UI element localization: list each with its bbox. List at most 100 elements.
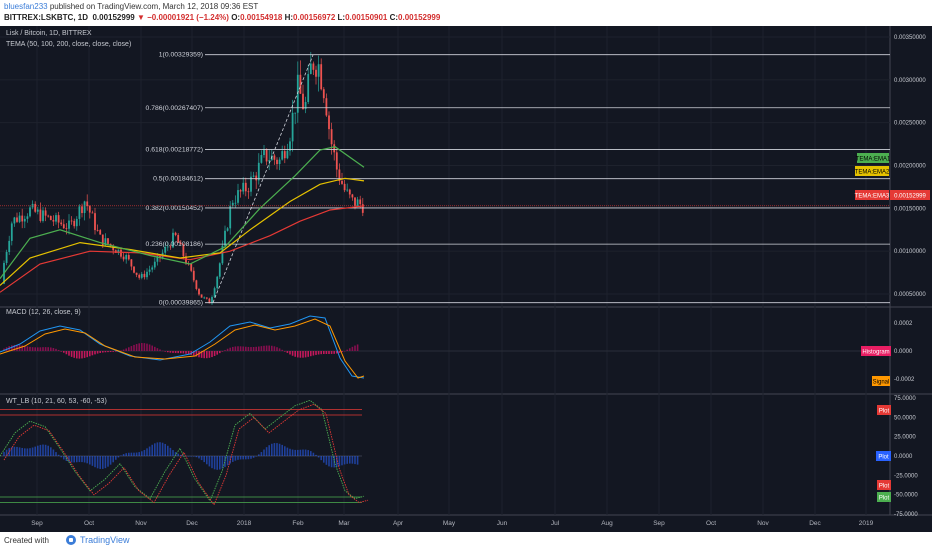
tema-indicator-title[interactable]: TEMA (50, 100, 200, close, close, close) bbox=[6, 41, 132, 48]
time-axis-label: Oct bbox=[706, 520, 716, 527]
wt-pane-title[interactable]: WT_LB (10, 21, 60, 53, -60, -53) bbox=[6, 398, 107, 405]
wt-wave1-line bbox=[0, 399, 365, 502]
author-link[interactable]: bluesfan233 bbox=[4, 2, 48, 11]
candle-body bbox=[333, 144, 336, 153]
time-axis-label: Apr bbox=[393, 520, 404, 527]
candle-body bbox=[304, 102, 307, 110]
fib-level-label: 0.236(0.00108186) bbox=[146, 241, 203, 248]
wt-histogram-bar bbox=[237, 456, 239, 460]
macd-histogram-bar bbox=[94, 351, 96, 355]
candle-body bbox=[335, 152, 338, 170]
macd-histogram-bar bbox=[37, 347, 39, 351]
candle-body bbox=[341, 180, 343, 184]
wt-histogram-bar bbox=[146, 448, 148, 456]
macd-histogram-bar bbox=[42, 347, 44, 351]
macd-histogram-bar bbox=[112, 351, 114, 352]
candle-body bbox=[36, 209, 39, 212]
candle-body bbox=[169, 246, 172, 248]
candle-body bbox=[255, 175, 258, 181]
time-axis-label: Aug bbox=[601, 520, 613, 527]
candle-body bbox=[268, 160, 271, 162]
macd-histogram-bar bbox=[57, 349, 60, 351]
candle-body bbox=[21, 215, 24, 222]
macd-histogram-bar bbox=[70, 351, 73, 357]
time-axis-label: 2019 bbox=[859, 520, 874, 527]
price-tick-label: 0.00250000 bbox=[894, 121, 926, 127]
wt-scale-label: -50.0000 bbox=[894, 493, 918, 499]
macd-histogram-bar bbox=[289, 351, 291, 355]
wt-histogram-bar bbox=[247, 456, 250, 460]
candle-body bbox=[359, 199, 362, 205]
candle-body bbox=[351, 194, 354, 198]
macd-histogram-bar bbox=[354, 345, 356, 351]
macd-histogram-bar bbox=[346, 349, 348, 351]
chart-area[interactable]: 0.00350000 0.00300000 0.00250000 0.00200000… bbox=[0, 26, 932, 532]
macd-histogram-bar bbox=[333, 351, 335, 354]
macd-histogram-bar bbox=[265, 345, 268, 351]
wt-scale-label: 75.0000 bbox=[894, 396, 916, 402]
close-value: 0.00152999 bbox=[398, 13, 441, 22]
wt-histogram-bar bbox=[195, 456, 198, 458]
wt-histogram-bar bbox=[354, 456, 356, 465]
candle-body bbox=[218, 263, 221, 277]
macd-histogram-bar bbox=[34, 347, 36, 351]
wt-histogram-bar bbox=[39, 444, 42, 456]
wt-histogram-bar bbox=[203, 456, 205, 463]
macd-scale-label: 0.0002 bbox=[894, 321, 913, 327]
last-price: 0.00152999 bbox=[92, 13, 135, 22]
fib-trend-line bbox=[212, 54, 314, 303]
candle-body bbox=[289, 141, 291, 151]
candle-body bbox=[86, 201, 89, 207]
macd-histogram-bar bbox=[315, 351, 317, 355]
macd-histogram-bar bbox=[336, 351, 338, 354]
macd-histogram-bar bbox=[104, 351, 107, 353]
wt-histogram-bar bbox=[115, 456, 117, 460]
wt-plot-red-bottom-badge: Plot bbox=[879, 483, 890, 489]
candle-body bbox=[135, 272, 138, 275]
time-axis-label: Jul bbox=[551, 520, 560, 527]
wt-histogram-bar bbox=[8, 448, 10, 456]
candle-body bbox=[151, 267, 154, 270]
chart-canvas[interactable]: 0.00350000 0.00300000 0.00250000 0.00200000… bbox=[0, 26, 932, 532]
macd-histogram-bar bbox=[156, 348, 159, 351]
candle-body bbox=[179, 242, 182, 245]
wt-histogram-bar bbox=[99, 456, 101, 469]
wt-histogram-bar bbox=[208, 456, 211, 467]
wt-histogram-bar bbox=[291, 449, 294, 456]
candle-body bbox=[309, 63, 312, 75]
wt-histogram-bar bbox=[187, 456, 190, 457]
candle-body bbox=[42, 210, 44, 221]
wt-histogram-bar bbox=[242, 456, 244, 460]
wt-histogram-bar bbox=[258, 454, 260, 456]
candle-body bbox=[198, 288, 200, 295]
candle-body bbox=[5, 252, 8, 263]
wt-scale-label: 25.0000 bbox=[894, 435, 916, 441]
fib-level-label: 0.5(0.00184612) bbox=[153, 176, 203, 183]
candle-body bbox=[281, 151, 284, 160]
wt-histogram-bar bbox=[55, 452, 57, 456]
candle-body bbox=[205, 297, 208, 299]
macd-histogram-bar bbox=[294, 351, 296, 357]
candle-body bbox=[49, 216, 52, 220]
wt-histogram-bar bbox=[42, 444, 44, 456]
wt-histogram-bar bbox=[63, 456, 65, 460]
wt-histogram-bar bbox=[104, 456, 107, 469]
macd-histogram-bar bbox=[125, 348, 127, 351]
wt-histogram-bar bbox=[206, 456, 208, 465]
candle-body bbox=[112, 245, 115, 251]
wt-histogram-bar bbox=[177, 453, 179, 456]
macd-histogram-bar bbox=[86, 351, 88, 358]
tradingview-brand[interactable]: TradingView bbox=[80, 535, 130, 545]
candle-body bbox=[172, 232, 174, 248]
macd-histogram-bar bbox=[130, 346, 133, 351]
wt-histogram-bar bbox=[310, 451, 312, 456]
wt-histogram-bar bbox=[265, 447, 268, 456]
candle-body bbox=[250, 176, 252, 192]
wt-histogram-bar bbox=[109, 456, 112, 465]
tema-ema3-line bbox=[0, 205, 365, 293]
macd-pane-title[interactable]: MACD (12, 26, close, 9) bbox=[6, 309, 81, 316]
macd-histogram-bar bbox=[99, 351, 101, 353]
wt-histogram-bar bbox=[182, 455, 185, 457]
macd-histogram-bar bbox=[63, 351, 65, 353]
candle-body bbox=[263, 148, 265, 156]
